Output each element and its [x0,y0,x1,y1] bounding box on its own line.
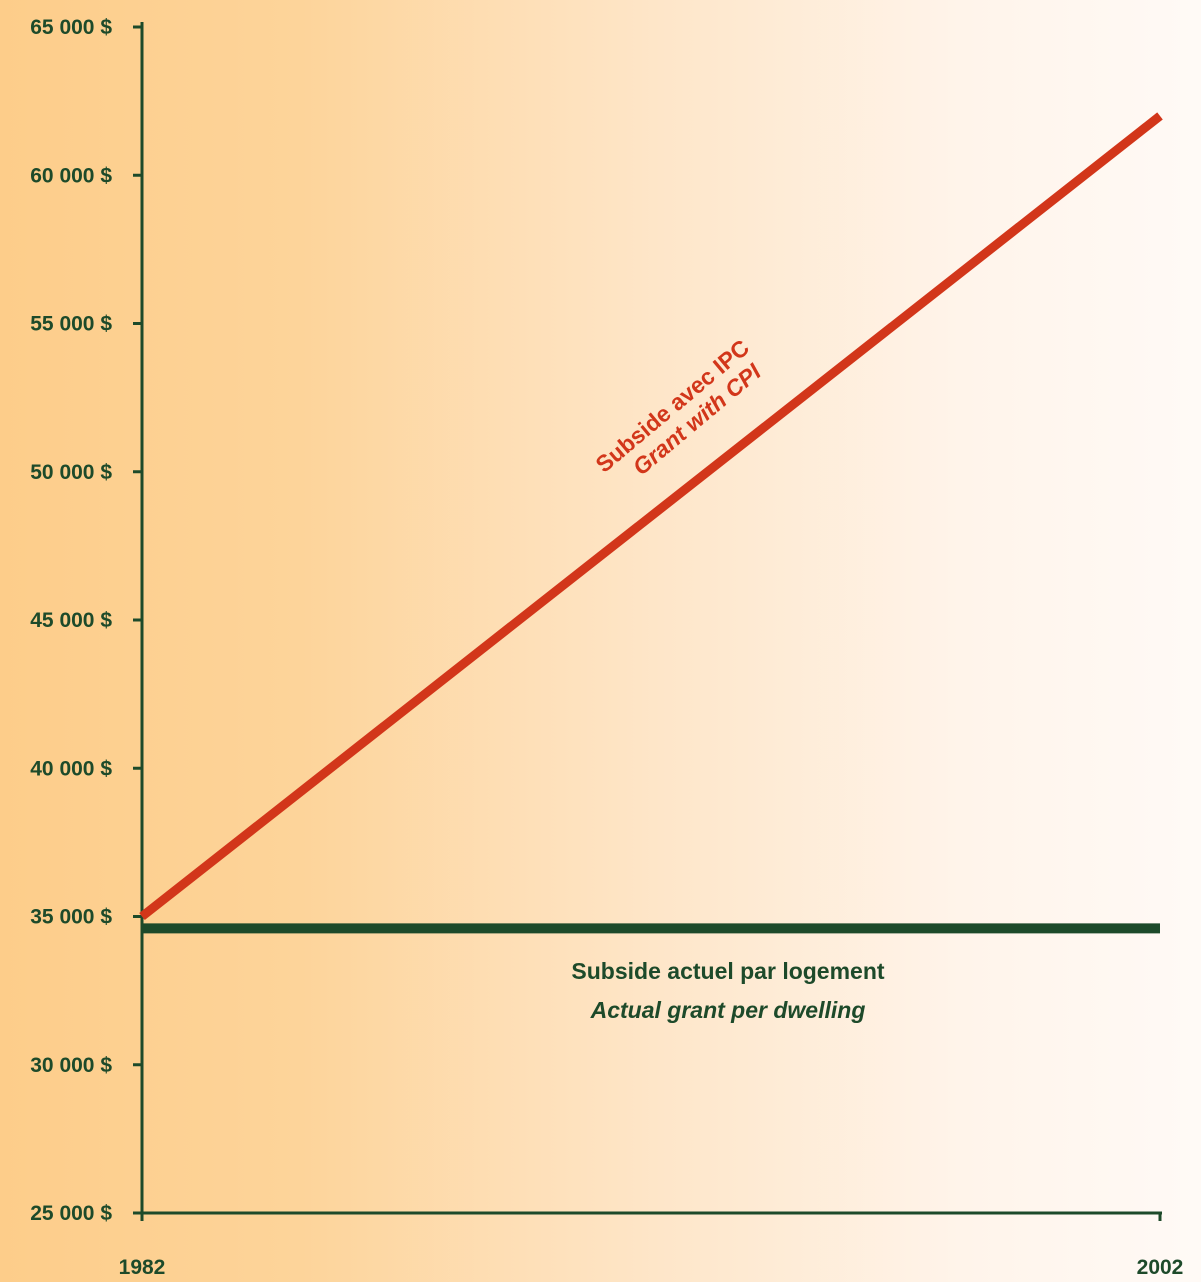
x-tick-label: 2002 [1137,1256,1184,1279]
y-axis-ticks: 25 000 $ 30 000 $ 35 000 $ 40 000 $ 45 000 $… [30,16,142,1225]
y-tick-label: 60 000 $ [30,164,112,187]
y-tick-label: 45 000 $ [30,609,112,632]
y-tick-label: 40 000 $ [30,757,112,780]
series-line-cpi [139,112,1163,921]
series-label-actual-en: Actual grant per dwelling [590,997,866,1023]
series-label-actual-fr: Subside actuel par logement [571,958,884,984]
x-tick-label: 1982 [119,1256,166,1279]
y-tick-label: 65 000 $ [30,16,112,39]
y-tick-label: 35 000 $ [30,906,112,929]
y-tick-label: 30 000 $ [30,1054,112,1077]
y-tick-label: 50 000 $ [30,461,112,484]
series-lines [139,112,1163,934]
x-axis-ticks: 1982 2002 [119,1213,1184,1279]
y-tick-label: 25 000 $ [30,1202,112,1225]
series-label-cpi: Subside avec IPC Grant with CPI [590,334,766,480]
y-tick-label: 55 000 $ [30,313,112,336]
